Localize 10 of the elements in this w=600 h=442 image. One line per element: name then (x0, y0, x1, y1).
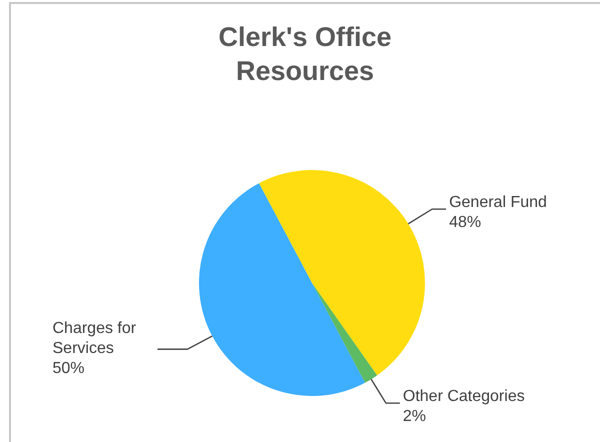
pie-slice (199, 183, 366, 396)
slice-label: General Fund (449, 194, 547, 212)
data-label: 2% (402, 408, 426, 426)
data-label: 48% (449, 214, 482, 232)
chart-title: Clerk's Office Resources (218, 21, 392, 88)
pie-slice (312, 283, 378, 383)
data-label: 50% (52, 360, 85, 378)
pie-slice (258, 170, 425, 376)
slice-label: Charges for Services (52, 320, 137, 358)
slice-label: Other Categories (402, 388, 525, 406)
